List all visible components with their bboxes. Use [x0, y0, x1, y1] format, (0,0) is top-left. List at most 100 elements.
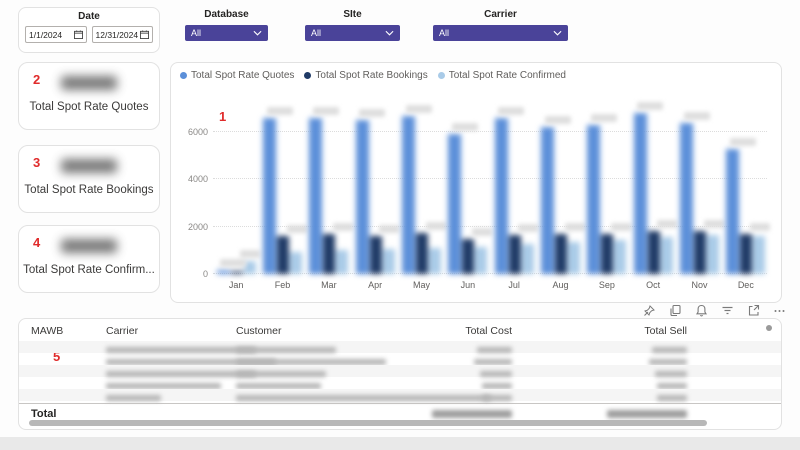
bar-jan [216, 270, 230, 274]
legend-label: Total Spot Rate Bookings [315, 70, 428, 81]
column-header-mawb[interactable]: MAWB [31, 325, 64, 337]
site-dropdown[interactable]: All [305, 25, 400, 41]
data-label-redacted [471, 227, 492, 236]
alert-bell-icon[interactable] [695, 304, 708, 317]
date-start-input[interactable]: 1/1/2024 [25, 26, 87, 43]
bar-jun [448, 134, 462, 274]
bar-group-oct[interactable] [630, 101, 676, 274]
legend-item-bookings[interactable]: Total Spot Rate Bookings [304, 70, 428, 81]
bar-group-jun[interactable] [445, 101, 491, 274]
kpi-card-total-spot-rate-confirmed: 4 Total Spot Rate Confirm... [18, 225, 160, 293]
site-slicer: SIte All [305, 9, 400, 41]
bar-jun [462, 238, 475, 274]
bar-group-sep[interactable] [584, 101, 630, 274]
bar-group-may[interactable] [398, 101, 444, 274]
table-header-row: MAWB Carrier Customer Total Cost Total S… [19, 319, 781, 341]
table-cell-redacted [234, 389, 491, 407]
bar-feb [262, 117, 276, 274]
annotation-marker-4: 4 [33, 235, 41, 250]
y-axis-tick: 2000 [187, 221, 208, 232]
bar-group-jan[interactable] [213, 101, 259, 274]
gridline: 4000 [188, 174, 767, 184]
date-end-input[interactable]: 12/31/2024 [91, 26, 153, 43]
table-row [19, 341, 781, 353]
gridline: 6000 [188, 127, 767, 137]
bar-oct [633, 113, 647, 274]
bar-sep [601, 233, 614, 274]
column-header-total-cost[interactable]: Total Cost [465, 325, 512, 337]
bar-jul [494, 117, 508, 274]
legend-dot-icon [437, 72, 445, 79]
data-label-redacted [312, 106, 339, 115]
table-cell-redacted [514, 389, 689, 407]
bar-may [401, 115, 415, 274]
bar-group-feb[interactable] [259, 101, 305, 274]
bar-group-nov[interactable] [676, 101, 722, 274]
kpi-value-redacted [61, 239, 117, 253]
date-slicer: Date 1/1/2024 12/31/2024 [18, 7, 160, 53]
bar-nov [706, 234, 719, 274]
x-axis-label: Oct [646, 280, 661, 290]
table-cell-redacted [234, 377, 409, 395]
calendar-icon [73, 30, 83, 39]
legend-item-confirmed[interactable]: Total Spot Rate Confirmed [437, 70, 566, 81]
date-slicer-title: Date [78, 11, 100, 22]
table-cell-redacted [409, 353, 514, 371]
bar-mar [323, 233, 336, 274]
kpi-card-total-spot-rate-quotes: 2 Total Spot Rate Quotes [18, 62, 160, 130]
bar-sep [587, 125, 601, 274]
database-dropdown-value: All [191, 28, 202, 38]
bar-jun [475, 246, 488, 274]
bar-group-mar[interactable] [306, 101, 352, 274]
table-cell-redacted [409, 341, 514, 359]
legend-item-quotes[interactable]: Total Spot Rate Quotes [180, 70, 294, 81]
x-axis-label: Dec [737, 280, 754, 290]
chart-plot: 0 2000 4000 6000 [188, 101, 770, 279]
bar-dec [740, 233, 753, 274]
copy-icon[interactable] [669, 304, 682, 317]
y-axis-tick: 6000 [187, 127, 208, 138]
bar-jan [243, 261, 256, 274]
column-header-customer[interactable]: Customer [236, 325, 282, 337]
data-label-redacted [518, 223, 539, 232]
carrier-dropdown[interactable]: All [433, 25, 568, 41]
column-header-total-sell[interactable]: Total Sell [644, 325, 687, 337]
data-label-redacted [590, 114, 617, 123]
filter-icon[interactable] [721, 304, 734, 317]
bar-group-jul[interactable] [491, 101, 537, 274]
focus-mode-icon[interactable] [747, 304, 760, 317]
table-body [19, 341, 781, 401]
table-row [19, 353, 781, 365]
calendar-icon [140, 30, 149, 39]
data-label-redacted [359, 109, 386, 118]
bar-nov [693, 231, 706, 274]
horizontal-scrollbar[interactable] [29, 420, 707, 426]
carrier-slicer-title: Carrier [484, 9, 517, 20]
visual-toolbar [643, 304, 786, 317]
bar-feb [289, 251, 302, 274]
table-cell-redacted [514, 353, 689, 371]
total-cost-redacted [432, 409, 512, 418]
kpi-value-redacted [61, 159, 117, 173]
column-header-carrier[interactable]: Carrier [106, 325, 139, 337]
table-cell-redacted [514, 377, 689, 395]
vertical-scrollbar[interactable] [766, 325, 772, 331]
bar-may [415, 232, 428, 274]
bar-group-dec[interactable] [723, 101, 769, 274]
carrier-dropdown-value: All [439, 28, 450, 38]
bar-jul [521, 244, 534, 274]
chevron-down-icon [553, 30, 562, 36]
more-options-icon[interactable] [773, 304, 786, 317]
chart-x-axis: Jan Feb Mar Apr May Jun Jul Aug Sep Oct Nov Dec [213, 280, 767, 294]
chevron-down-icon [385, 30, 394, 36]
data-label-redacted [610, 222, 631, 231]
bar-group-apr[interactable] [352, 101, 398, 274]
y-axis-tick: 0 [202, 269, 208, 279]
bar-group-aug[interactable] [537, 101, 583, 274]
pin-icon[interactable] [643, 304, 656, 317]
table-row [19, 389, 781, 401]
database-dropdown[interactable]: All [185, 25, 268, 41]
kpi-card-total-spot-rate-bookings: 3 Total Spot Rate Bookings [18, 145, 160, 213]
x-axis-label: Nov [691, 280, 708, 290]
table-cell-redacted [104, 353, 276, 371]
